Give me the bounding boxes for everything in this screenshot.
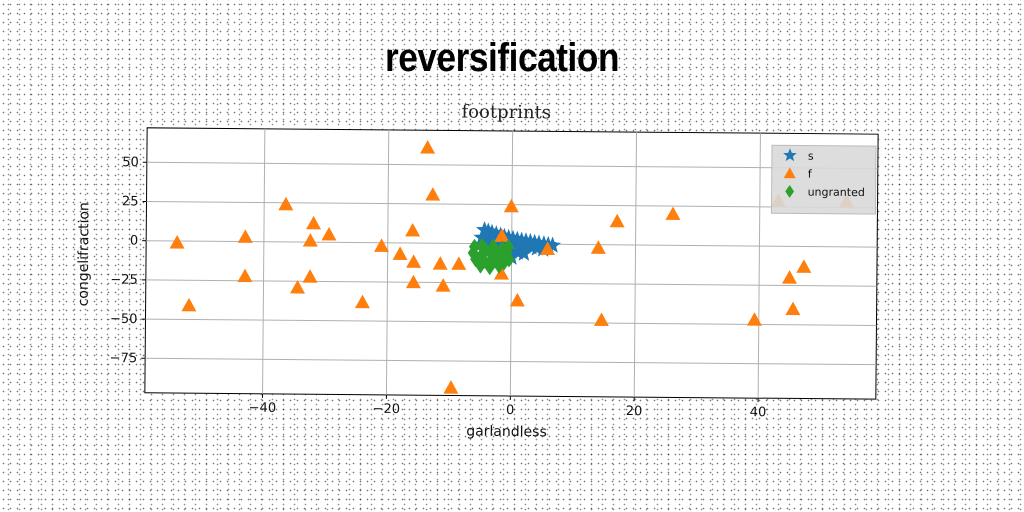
x-grid-line <box>262 128 266 394</box>
point-f <box>781 270 797 284</box>
point-f <box>590 240 606 254</box>
legend-marker-f <box>783 167 796 179</box>
legend: sf ungranted <box>770 144 877 215</box>
x-axis-label: garlandless <box>466 424 547 441</box>
point-f <box>354 294 370 309</box>
point-f <box>392 246 408 260</box>
point-f <box>785 301 801 316</box>
point-f <box>302 233 318 247</box>
x-tick-label: 40 <box>750 405 767 420</box>
point-f <box>321 226 337 241</box>
legend-label: f <box>808 168 813 181</box>
point-f <box>405 222 421 237</box>
point-f <box>420 140 436 154</box>
chart-title: footprints <box>461 102 551 124</box>
point-ungranted <box>474 257 486 274</box>
y-grid-line <box>145 357 877 366</box>
legend-box <box>770 144 877 215</box>
point-f <box>406 254 422 268</box>
point-f <box>509 292 525 307</box>
y-tick-label: 25 <box>122 194 139 209</box>
point-f <box>503 198 519 213</box>
x-grid-line <box>385 129 390 395</box>
point-f <box>237 229 253 243</box>
point-ungranted <box>467 244 479 261</box>
y-grid-line <box>145 279 877 287</box>
y-grid-line <box>146 161 878 170</box>
point-f <box>443 380 459 394</box>
plot-area: −40 −20 0 20 40 50 25 0 −25 −50 −75 sf ungranted <box>110 127 879 420</box>
point-ungranted <box>480 241 492 258</box>
y-tick-label: 0 <box>130 234 138 249</box>
y-tick-label: −25 <box>110 273 138 288</box>
point-f <box>493 266 509 280</box>
point-ungranted <box>485 245 497 262</box>
legend-marker-ungranted <box>785 185 795 198</box>
y-tick-label: 50 <box>122 155 139 170</box>
point-s <box>534 240 552 257</box>
point-f <box>289 280 305 294</box>
point-f <box>169 235 185 249</box>
legend-marker-s <box>783 148 797 162</box>
legend-label: s <box>808 150 814 163</box>
point-s <box>543 236 562 253</box>
point-f <box>435 278 451 292</box>
point-ungranted <box>483 255 495 272</box>
y-tick-label: −50 <box>110 312 138 327</box>
point-f <box>451 256 467 270</box>
point-ungranted <box>476 237 488 254</box>
x-grid-line <box>633 132 638 398</box>
data-points <box>169 140 855 394</box>
point-f <box>609 213 625 228</box>
point-f <box>494 228 510 243</box>
x-grid-line <box>757 133 761 399</box>
point-f <box>278 196 294 211</box>
point-f <box>665 206 681 221</box>
y-tick-label: −75 <box>110 351 138 366</box>
point-f <box>432 256 448 270</box>
x-tick-label: −40 <box>249 401 277 416</box>
point-ungranted <box>489 248 501 265</box>
point-f <box>237 268 253 283</box>
y-axis-label: congelifraction <box>76 202 93 306</box>
x-tick-label: −20 <box>373 402 401 417</box>
x-tick-label: 0 <box>506 403 514 418</box>
point-s <box>515 244 533 261</box>
ticks: −40 −20 0 20 40 50 25 0 −25 −50 −75 <box>110 155 767 420</box>
point-f <box>539 241 555 255</box>
point-f <box>373 238 389 252</box>
point-f <box>593 312 609 327</box>
x-tick-label: 20 <box>626 404 643 419</box>
page-title: reversification <box>384 36 620 80</box>
legend-label: ungranted <box>808 186 865 199</box>
point-ungranted <box>470 251 482 268</box>
point-f <box>425 187 441 201</box>
point-f <box>746 312 762 326</box>
point-f <box>796 259 812 273</box>
point-f <box>306 215 322 230</box>
point-f <box>405 274 421 289</box>
point-f <box>181 297 197 312</box>
point-f <box>302 269 318 283</box>
point-ungranted <box>498 254 510 271</box>
